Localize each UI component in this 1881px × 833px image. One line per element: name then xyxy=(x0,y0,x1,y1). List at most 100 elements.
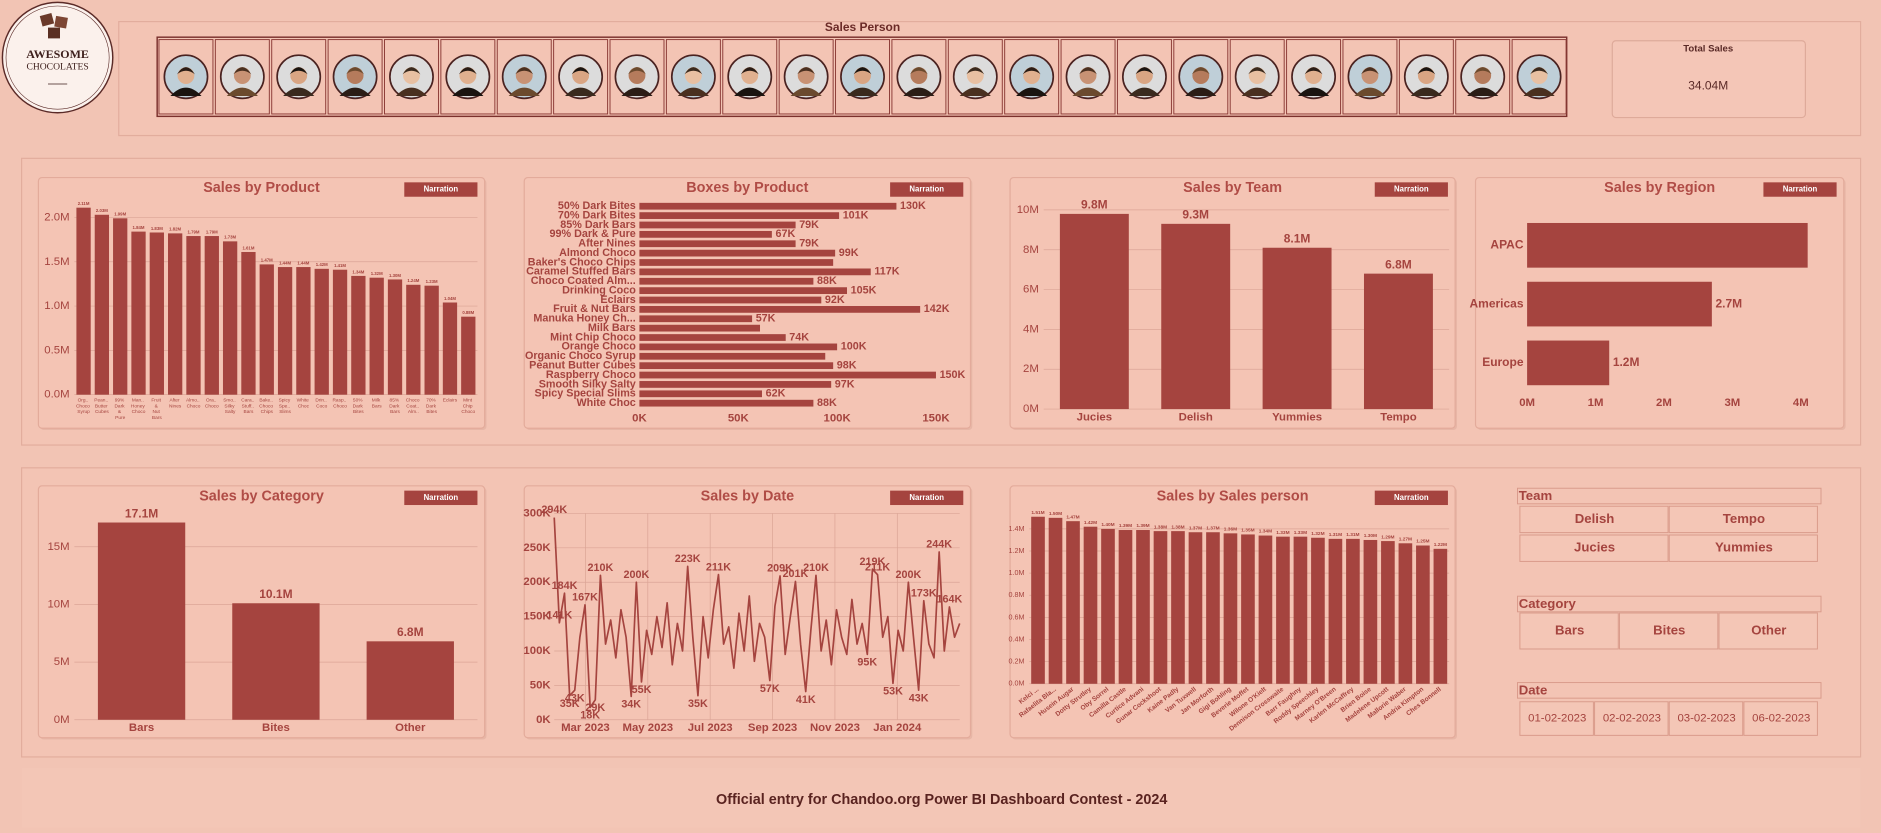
photo-frame[interactable] xyxy=(1116,39,1172,115)
data-label: 142K xyxy=(924,303,950,315)
bar xyxy=(1031,516,1045,684)
data-label: 1.04M xyxy=(444,296,456,301)
photo-frame[interactable] xyxy=(665,39,721,115)
slicer-item[interactable]: Bars xyxy=(1555,622,1584,637)
narration-label[interactable]: Narration xyxy=(909,185,944,194)
photo-body xyxy=(452,87,484,96)
x-tick-line: Slims xyxy=(279,409,291,415)
x-tick-label: Rasp.. Choco xyxy=(332,398,347,410)
photo-frame[interactable] xyxy=(1004,39,1060,115)
narration-label[interactable]: Narration xyxy=(424,493,459,502)
photo-frame[interactable] xyxy=(271,39,327,115)
photo-frame[interactable] xyxy=(1286,39,1342,115)
photo-frame[interactable] xyxy=(553,39,609,115)
slicer-button[interactable] xyxy=(1668,505,1818,534)
data-label: 1.31M xyxy=(1329,532,1342,538)
photo-frame[interactable] xyxy=(327,39,383,115)
narration-button[interactable] xyxy=(1374,182,1448,197)
narration-button[interactable] xyxy=(1763,182,1837,197)
photo-frame[interactable] xyxy=(722,39,778,115)
slicer-item[interactable]: Other xyxy=(1751,622,1786,637)
photo-frame[interactable] xyxy=(891,39,947,115)
photo-frame[interactable] xyxy=(214,39,270,115)
narration-button[interactable] xyxy=(890,182,964,197)
slicer-button[interactable] xyxy=(1743,701,1818,736)
y-tick-label: 0.8M xyxy=(1008,590,1024,599)
x-tick-line: Silky xyxy=(224,404,235,410)
narration-button[interactable] xyxy=(1374,490,1448,506)
photo-frame[interactable] xyxy=(496,39,552,115)
x-tick-label: Cara.. Stuff.. Bars xyxy=(241,398,255,416)
data-label: 210K xyxy=(588,562,614,574)
photo-frame[interactable] xyxy=(1398,39,1454,115)
photo-frame[interactable] xyxy=(440,39,496,115)
bar xyxy=(424,285,439,395)
slicer-item[interactable]: 03-02-2023 xyxy=(1677,713,1735,725)
photo-body xyxy=(283,87,315,96)
bar xyxy=(1328,538,1343,684)
bar xyxy=(639,230,772,238)
slicer-button[interactable] xyxy=(1668,534,1818,562)
slicer-item[interactable]: Jucies xyxy=(1574,540,1615,555)
slicer-button[interactable] xyxy=(1519,612,1619,650)
x-tick-label: 1M xyxy=(1588,397,1604,409)
photo-frame[interactable] xyxy=(384,39,439,115)
bar xyxy=(1161,223,1231,410)
photo-frame[interactable] xyxy=(1173,39,1229,115)
photo-frame[interactable] xyxy=(1060,39,1116,115)
photo-hair xyxy=(1304,67,1323,75)
narration-label[interactable]: Narration xyxy=(1394,185,1429,194)
narration-label[interactable]: Narration xyxy=(909,493,944,502)
slicer-item[interactable]: 01-02-2023 xyxy=(1528,713,1586,725)
x-tick-line: Drin.. xyxy=(315,398,328,404)
photo-hair xyxy=(233,67,252,75)
y-tick-label: 1.2M xyxy=(1008,546,1024,555)
slicer-item[interactable]: 06-02-2023 xyxy=(1752,713,1810,725)
photo-frame[interactable] xyxy=(947,39,1003,115)
x-tick-line: Bites xyxy=(426,409,437,415)
y-tick-label: Baker's Choco Chips xyxy=(528,256,636,268)
slicer-item[interactable]: 02-02-2023 xyxy=(1603,713,1661,725)
y-tick-label: Milk Bars xyxy=(588,322,636,334)
bar xyxy=(232,603,320,720)
narration-label[interactable]: Narration xyxy=(1783,185,1818,194)
narration-button[interactable] xyxy=(890,490,964,506)
slicer-button[interactable] xyxy=(1594,701,1669,736)
slicer-button[interactable] xyxy=(1519,505,1669,534)
data-label: 43K xyxy=(565,692,585,704)
slicer-item[interactable]: Bites xyxy=(1653,622,1685,637)
x-tick-label: Jan 2024 xyxy=(873,722,922,734)
photo-frame[interactable] xyxy=(1342,39,1398,115)
slicer-item[interactable]: Yummies xyxy=(1715,540,1773,555)
bar xyxy=(387,279,403,395)
x-tick-line: Chips xyxy=(261,409,274,415)
narration-button[interactable] xyxy=(404,182,478,197)
chart-title: Sales by Product xyxy=(203,180,320,196)
photo-frame[interactable] xyxy=(835,39,890,115)
narration-label[interactable]: Narration xyxy=(424,185,459,194)
narration-button[interactable] xyxy=(404,490,478,506)
slicer-button[interactable] xyxy=(1618,612,1719,650)
y-tick-label: Organic Choco Syrup xyxy=(525,350,636,362)
slicer-item[interactable]: Delish xyxy=(1575,511,1615,526)
bar xyxy=(639,324,761,332)
photo-frame[interactable] xyxy=(1229,39,1285,115)
data-label: 101K xyxy=(843,209,869,221)
slicer-button[interactable] xyxy=(1718,612,1818,650)
chart-title: Sales by Team xyxy=(1183,180,1282,196)
photo-frame[interactable] xyxy=(1455,39,1511,115)
y-tick-label: Fruit & Nut Bars xyxy=(553,303,636,315)
photo-frame[interactable] xyxy=(778,39,834,115)
slicer-button[interactable] xyxy=(1668,701,1744,736)
bar xyxy=(639,249,836,257)
slicer-button[interactable] xyxy=(1519,534,1669,562)
data-label: 88K xyxy=(817,397,837,409)
slicer-button[interactable] xyxy=(1519,701,1594,736)
photo-frame[interactable] xyxy=(609,39,665,115)
chart-title: Sales by Sales person xyxy=(1157,488,1309,504)
photo-frame[interactable] xyxy=(1511,39,1567,115)
slicer-item[interactable]: Tempo xyxy=(1723,511,1765,526)
photo-frame[interactable] xyxy=(158,39,214,115)
bar xyxy=(314,268,329,395)
narration-label[interactable]: Narration xyxy=(1394,493,1429,502)
